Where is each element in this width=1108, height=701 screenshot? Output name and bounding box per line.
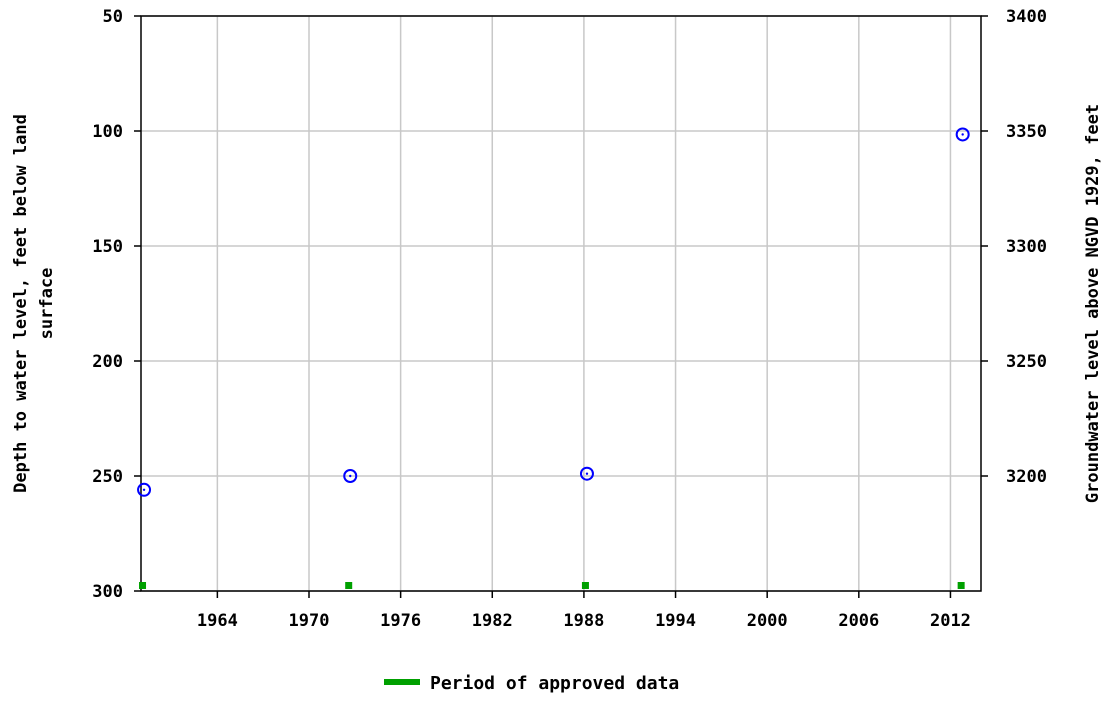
y-left-tick-label: 200 [92, 352, 123, 372]
right-axis-title: Groundwater level above NGVD 1929, feet [1083, 104, 1103, 503]
data-point [579, 466, 594, 481]
data-point [955, 127, 970, 142]
x-tick-label: 2000 [747, 611, 788, 631]
y-left-tick-label: 250 [92, 467, 123, 487]
data-point-ring [579, 466, 594, 481]
approved-data-marker [139, 582, 147, 589]
x-tick-label: 1970 [289, 611, 330, 631]
tick-layer: 1964 1970 1976 1982 1988 1994 2000 2006 2012 50 10… [92, 7, 1047, 631]
y-left-tick-label: 50 [103, 7, 123, 27]
legend-swatch [384, 679, 420, 685]
left-axis-title-line: Depth to water level, feet below land [11, 114, 31, 493]
x-tick-label: 1976 [380, 611, 421, 631]
approved-data-marker [345, 582, 353, 589]
approved-data-marker [581, 582, 589, 589]
y-right-tick-label: 3300 [1006, 237, 1047, 257]
plot-frame [140, 15, 982, 592]
y-right-tick-label: 3200 [1006, 467, 1047, 487]
data-point-center [349, 474, 352, 478]
y-right-tick-label: 3350 [1006, 122, 1047, 142]
y-left-tick-label: 150 [92, 237, 123, 257]
x-tick-label: 1964 [197, 611, 238, 631]
y-right-tick-label: 3250 [1006, 352, 1047, 372]
data-point [137, 482, 152, 497]
x-tick-label: 1994 [655, 611, 696, 631]
data-point-center [961, 133, 964, 136]
points-layer [137, 127, 970, 497]
x-tick-label: 2006 [838, 611, 879, 631]
data-point-center [142, 488, 146, 491]
legend: Period of approved data [384, 673, 679, 694]
y-right-tick-label: 3400 [1006, 7, 1047, 27]
approved-layer [139, 582, 965, 589]
x-tick-label: 1982 [472, 611, 513, 631]
approved-data-marker [957, 582, 965, 589]
data-point-ring [137, 482, 152, 497]
y-left-tick-label: 100 [92, 122, 123, 142]
y-left-tick-label: 300 [92, 582, 123, 602]
data-point-ring [343, 469, 358, 483]
legend-label: Period of approved data [430, 673, 679, 694]
data-point [343, 469, 358, 483]
left-axis-title: Depth to water level, feet below land sur… [11, 114, 57, 493]
x-tick-label: 2012 [930, 611, 971, 631]
data-point-ring [955, 127, 970, 142]
data-point-center [585, 472, 589, 475]
left-axis-title-line: surface [37, 268, 57, 340]
x-tick-label: 1988 [563, 611, 604, 631]
grid-layer [141, 15, 981, 592]
